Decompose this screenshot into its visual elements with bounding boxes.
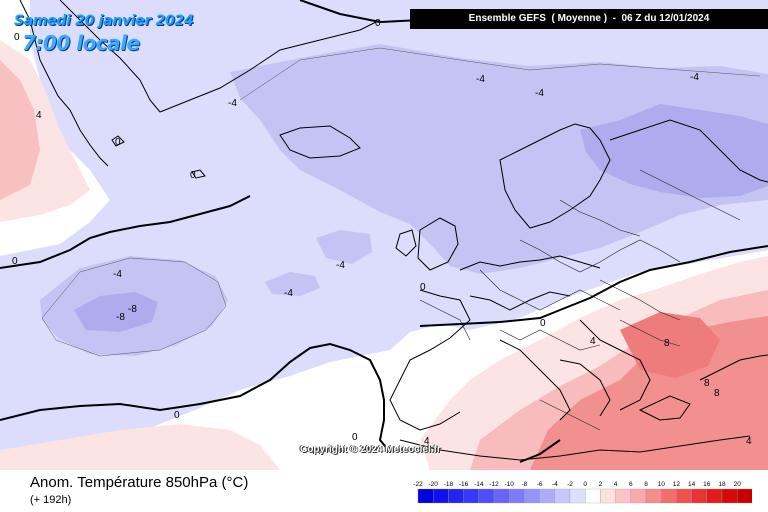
legend-tick-label: 0 bbox=[583, 481, 587, 488]
legend-tick-label: 8 bbox=[644, 481, 648, 488]
legend-color-swatch bbox=[615, 488, 631, 504]
contour-label: 4 bbox=[590, 336, 596, 347]
contour-label: -4 bbox=[113, 269, 122, 280]
legend-tick-label: 4 bbox=[614, 481, 618, 488]
legend-tick-label: -8 bbox=[522, 481, 528, 488]
legend-tick-label: 2 bbox=[599, 481, 603, 488]
legend-color-swatch bbox=[600, 488, 616, 504]
cold-anomaly-region-medium bbox=[230, 44, 768, 274]
legend-tick-label: -16 bbox=[459, 481, 469, 488]
legend-tick-label: 6 bbox=[629, 481, 633, 488]
legend-tick-label: -6 bbox=[537, 481, 543, 488]
legend-color-swatch bbox=[448, 488, 464, 504]
contour-label: -4 bbox=[690, 72, 699, 83]
contour-label: -8 bbox=[116, 312, 125, 323]
forecast-local-time: 7:00 locale bbox=[22, 31, 140, 55]
contour-label: -4 bbox=[284, 288, 293, 299]
legend-color-swatch bbox=[645, 488, 662, 504]
contour-label: -4 bbox=[228, 98, 237, 109]
legend-tick-label: -4 bbox=[552, 481, 558, 488]
legend-color-swatch bbox=[661, 488, 677, 504]
legend-color-swatch bbox=[721, 488, 738, 504]
contour-label: -4 bbox=[476, 74, 485, 85]
forecast-date-title: Samedi 20 janvier 2024 bbox=[14, 13, 194, 29]
warm-anomaly-balkans-strong bbox=[620, 312, 720, 378]
legend-color-swatch bbox=[585, 488, 601, 504]
zero-isotherms bbox=[0, 0, 768, 463]
legend-color-swatch bbox=[630, 488, 647, 504]
color-scale-legend: -22 -20 -18 -16 -14 -12 -10 -8 -6 -4 -2 0 2 4 6 8 10 12 14… bbox=[413, 481, 752, 504]
contour-label: 0 bbox=[375, 18, 381, 29]
contour-label: -4 bbox=[336, 260, 345, 271]
contour-label: 8 bbox=[664, 338, 670, 349]
legend-tick-label: -20 bbox=[428, 481, 438, 488]
contour-label: 4 bbox=[746, 436, 752, 447]
contour-label: 0 bbox=[540, 318, 546, 329]
legend-color-swatch bbox=[691, 488, 707, 504]
legend-tick-label: -10 bbox=[504, 481, 514, 488]
contour-labels: 0 0 0 0 0 0 0 0 0 -4 -4 -4 -4 -4 -4 -4 -… bbox=[12, 18, 752, 447]
legend-color-swatch bbox=[554, 488, 571, 504]
legend-tick-label: -22 bbox=[413, 481, 423, 488]
contour-label: 8 bbox=[704, 378, 710, 389]
legend-tick-label: -14 bbox=[474, 481, 484, 488]
legend-color-swatch bbox=[478, 488, 495, 504]
contour-label: -8 bbox=[128, 304, 137, 315]
temperature-anomaly-map: 0 0 0 0 0 0 0 0 0 -4 -4 -4 -4 -4 -4 -4 -… bbox=[0, 0, 768, 470]
legend-color-swatch bbox=[463, 488, 479, 504]
legend-tick-label: 14 bbox=[688, 481, 696, 488]
legend-tick-label: 12 bbox=[673, 481, 681, 488]
legend-tick-label: 18 bbox=[718, 481, 726, 488]
cold-anomaly-scandinavia-strong bbox=[580, 104, 768, 198]
model-run-header: Ensemble GEFS ( Moyenne ) - 06 Z du 12/0… bbox=[410, 9, 768, 29]
legend-tick-label: 10 bbox=[658, 481, 666, 488]
legend-color-swatch bbox=[524, 488, 540, 504]
legend-tick-label: 20 bbox=[734, 481, 742, 488]
contour-label: 0 bbox=[190, 170, 196, 181]
contour-label: 0 bbox=[115, 137, 121, 148]
cold-anomaly-atlantic-medium-2 bbox=[265, 272, 320, 296]
legend-color-swatch bbox=[493, 488, 510, 504]
contour-label: 0 bbox=[174, 410, 180, 421]
cold-anomaly-atlantic-strong bbox=[74, 292, 158, 332]
legend-tick-label: -18 bbox=[444, 481, 454, 488]
cold-anomaly-atlantic-medium-3 bbox=[316, 230, 372, 264]
legend-color-swatch bbox=[706, 488, 723, 504]
contour-label: 8 bbox=[714, 388, 720, 399]
legend-color-swatch bbox=[737, 488, 752, 504]
legend-color-swatch bbox=[433, 488, 449, 504]
legend-color-swatch bbox=[509, 488, 525, 504]
contour-label: 0 bbox=[14, 32, 20, 43]
contour-label: -4 bbox=[535, 88, 544, 99]
coastlines bbox=[19, 0, 768, 461]
legend-color-swatch bbox=[569, 488, 586, 504]
contour-label: 0 bbox=[420, 282, 426, 293]
minus4-isolines bbox=[41, 47, 761, 357]
warm-anomaly-greenland-medium bbox=[0, 60, 40, 200]
legend-tick-label: -2 bbox=[567, 481, 573, 488]
contour-label: 0 bbox=[12, 256, 18, 267]
copyright-notice: Copyright © 2024 Meteociel.fr bbox=[300, 444, 441, 455]
contour-label: 0 bbox=[352, 432, 358, 443]
legend-tick-label: -12 bbox=[489, 481, 499, 488]
warm-anomaly-atlantic-south bbox=[0, 424, 280, 470]
legend-color-swatch bbox=[417, 488, 434, 504]
legend-tick-label: 16 bbox=[703, 481, 711, 488]
legend-color-swatch bbox=[539, 488, 555, 504]
lead-time-label: (+ 192h) bbox=[30, 494, 72, 506]
variable-title: Anom. Température 850hPa (°C) bbox=[30, 474, 249, 491]
legend-color-swatch bbox=[676, 488, 692, 504]
contour-label: 4 bbox=[424, 436, 430, 447]
contour-label: 4 bbox=[36, 110, 42, 121]
